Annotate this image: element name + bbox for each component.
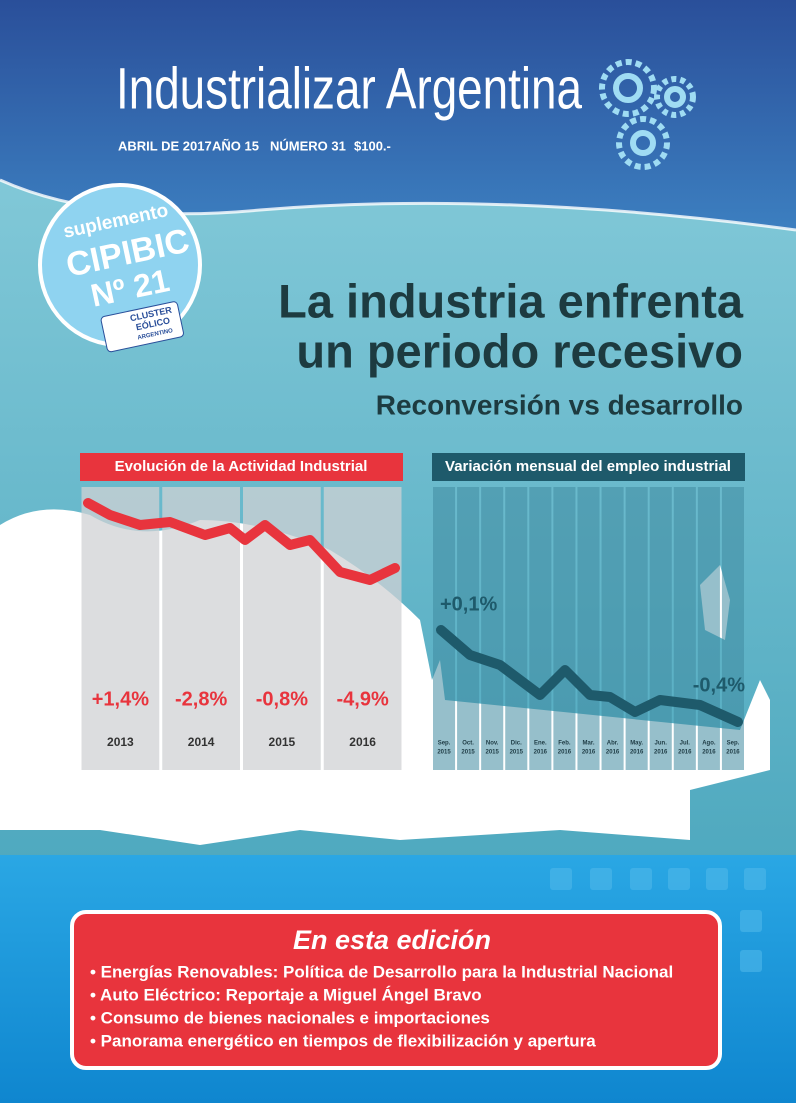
squares [550, 868, 766, 972]
chart-title-bar [432, 453, 745, 481]
activity-line [83, 498, 400, 585]
category-label: 2016 [630, 750, 644, 756]
edition-title: En esta edición [293, 925, 491, 955]
background-top [0, 0, 796, 230]
category-label: 2015 [486, 750, 500, 756]
category-label: 2015 [510, 750, 524, 756]
category-label: 2016 [726, 750, 740, 756]
category-label: 2016 [582, 750, 596, 756]
category-label: Abr. [607, 741, 619, 747]
category-label: 2014 [188, 735, 215, 749]
category-label: 2016 [702, 750, 716, 756]
value-label: +1,4% [92, 688, 149, 710]
category-label: Ene. [534, 741, 547, 747]
edition-item: • Energías Renovables: Política de Desar… [90, 962, 673, 981]
edition-box [70, 910, 722, 1070]
chart-column [577, 487, 600, 770]
value-label: -0,8% [256, 688, 308, 710]
category-label: Ago. [702, 741, 716, 747]
value-label: -4,9% [337, 688, 389, 710]
chart-column [697, 487, 720, 770]
issue-item: NÚMERO 31 [270, 138, 346, 153]
chart-column [505, 487, 528, 770]
chart-column [553, 487, 576, 770]
logo-box [100, 301, 184, 353]
masthead-title: Industrializar Argentina [116, 56, 583, 121]
chart-column [625, 487, 648, 770]
category-label: 2016 [558, 750, 572, 756]
chart-column [81, 487, 160, 770]
chart-column [673, 487, 696, 770]
category-label: Jul. [680, 741, 691, 747]
chart-column [721, 487, 744, 770]
edition-item: • Consumo de bienes nacionales e importa… [90, 1008, 490, 1027]
headline-line: La industria enfrenta [278, 274, 744, 327]
chart-column [529, 487, 552, 770]
category-label: 2016 [349, 735, 376, 749]
category-label: Feb. [558, 741, 571, 747]
category-label: Nov. [486, 741, 499, 747]
chart-title: Variación mensual del empleo industrial [445, 458, 731, 475]
chart-title-bar [80, 453, 403, 481]
issue-item: AÑO 15 [212, 138, 259, 153]
category-label: 2016 [678, 750, 692, 756]
category-label: Mar. [582, 741, 594, 747]
category-label: Sep. [438, 741, 451, 747]
category-label: 2015 [269, 735, 296, 749]
chart-column [457, 487, 480, 770]
issue-item: $100.- [354, 138, 391, 153]
issue-line: ABRIL DE 2017 AÑO 15 NÚMERO 31 $100.- [118, 138, 391, 153]
category-label: 2016 [654, 750, 668, 756]
category-label: 2013 [107, 735, 134, 749]
issue-item: ABRIL DE 2017 [118, 138, 212, 153]
category-label: Jun. [655, 741, 668, 747]
end-label: -0,4% [693, 674, 745, 696]
chart-column [649, 487, 672, 770]
start-label: +0,1% [440, 593, 497, 615]
edition-item: • Auto Eléctrico: Reportaje a Miguel Áng… [90, 985, 482, 1004]
chart-column [481, 487, 504, 770]
employment-line [436, 625, 743, 727]
value-label: -2,8% [175, 688, 227, 710]
chart-title: Evolución de la Actividad Industrial [115, 458, 368, 475]
category-label: May. [630, 741, 643, 747]
category-label: Dic. [511, 741, 522, 747]
category-label: Sep. [727, 741, 740, 747]
category-label: Oct. [462, 741, 474, 747]
category-label: 2016 [606, 750, 620, 756]
headline-line: un periodo recesivo [296, 324, 743, 377]
category-label: 2016 [534, 750, 548, 756]
category-label: 2015 [461, 750, 475, 756]
gears [599, 59, 696, 170]
chart-column [323, 487, 402, 770]
chart-column [601, 487, 624, 770]
category-label: 2015 [437, 750, 451, 756]
headline-subtitle: Reconversión vs desarrollo [376, 389, 743, 420]
edition-item: • Panorama energético en tiempos de flex… [90, 1031, 596, 1050]
